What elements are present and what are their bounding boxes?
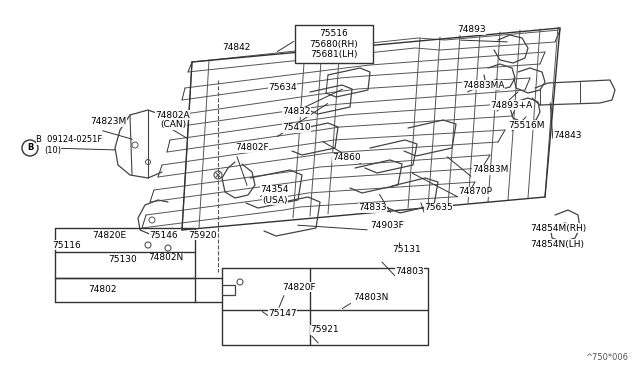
Text: 75681(LH): 75681(LH)	[310, 51, 358, 60]
Text: 75920: 75920	[188, 231, 216, 240]
Text: 75130: 75130	[108, 256, 137, 264]
Text: 75116: 75116	[52, 241, 81, 250]
Text: 74833: 74833	[358, 203, 387, 212]
Text: (10): (10)	[44, 145, 61, 154]
Text: 74842: 74842	[222, 42, 250, 51]
Text: 74802N: 74802N	[148, 253, 183, 263]
Text: (CAN): (CAN)	[160, 121, 186, 129]
Text: 74354: 74354	[260, 186, 289, 195]
Text: 75516M: 75516M	[508, 121, 545, 129]
Text: ^750*006: ^750*006	[585, 353, 628, 362]
Bar	[295, 25, 373, 63]
Text: 74832: 74832	[282, 108, 310, 116]
Text: 74893: 74893	[457, 26, 486, 35]
Text: 75147: 75147	[268, 308, 296, 317]
Text: B: B	[27, 144, 33, 153]
Text: 75921: 75921	[310, 326, 339, 334]
Text: 74803: 74803	[395, 267, 424, 276]
Text: 74854N(LH): 74854N(LH)	[530, 240, 584, 248]
Text: 74803N: 74803N	[353, 294, 388, 302]
Text: 75635: 75635	[424, 203, 452, 212]
Text: 74903F: 74903F	[370, 221, 404, 230]
Text: 74870P: 74870P	[458, 187, 492, 196]
Text: 74883M: 74883M	[472, 166, 508, 174]
Text: 74883MA: 74883MA	[462, 80, 504, 90]
Text: 75146: 75146	[149, 231, 178, 240]
Text: 74820E: 74820E	[92, 231, 126, 240]
Text: 74843: 74843	[553, 131, 582, 140]
Text: 75410: 75410	[282, 124, 310, 132]
Text: 75516: 75516	[319, 29, 348, 38]
Text: 75634: 75634	[268, 83, 296, 93]
Text: B  09124-0251F: B 09124-0251F	[36, 135, 102, 144]
Text: 74802A: 74802A	[155, 110, 189, 119]
Text: 75131: 75131	[392, 246, 420, 254]
Text: 74860: 74860	[332, 154, 360, 163]
Text: (USA): (USA)	[262, 196, 287, 205]
Text: 74802: 74802	[88, 285, 116, 295]
Text: 74893+A: 74893+A	[490, 100, 532, 109]
Text: 75680(RH): 75680(RH)	[310, 41, 358, 49]
Text: 74802F: 74802F	[235, 144, 269, 153]
Text: 74854M(RH): 74854M(RH)	[530, 224, 586, 232]
Text: 74823M: 74823M	[90, 118, 126, 126]
Text: 74820F: 74820F	[282, 282, 316, 292]
